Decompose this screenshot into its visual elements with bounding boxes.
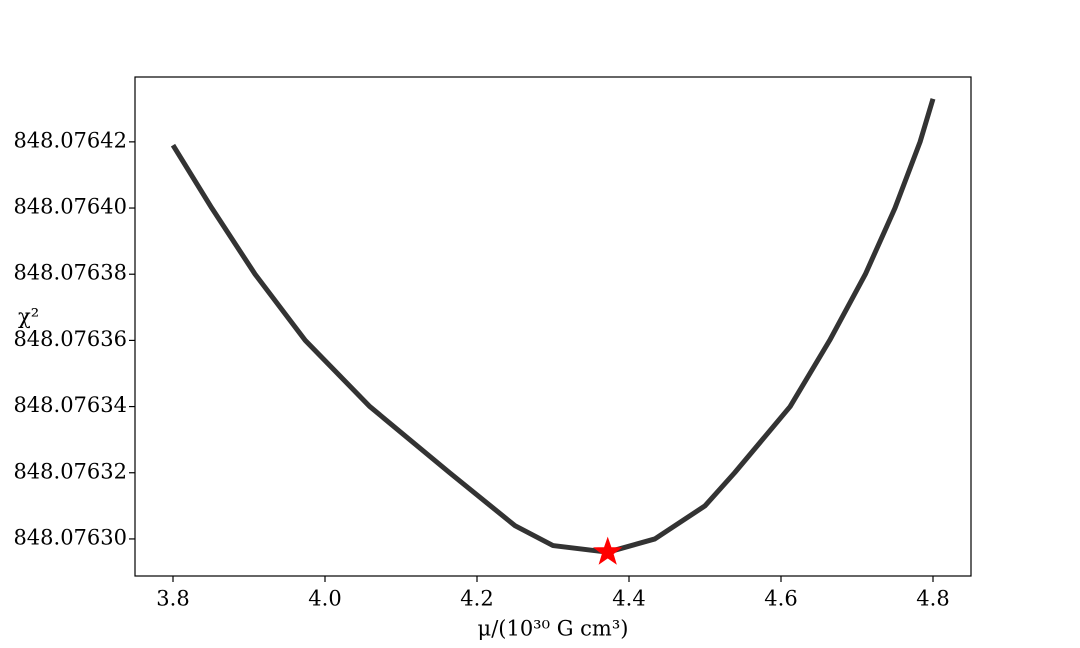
- x-tick-label: 4.0: [308, 587, 341, 611]
- x-tick-label: 4.2: [460, 587, 493, 611]
- x-tick-label: 3.8: [156, 587, 189, 611]
- x-tick-label: 4.8: [916, 587, 949, 611]
- y-tick-label: 848.07638: [13, 261, 127, 285]
- minimum-marker: [592, 536, 623, 565]
- curve: [170, 98, 936, 555]
- y-tick-label: 848.07640: [13, 195, 127, 219]
- y-tick-label: 848.07634: [13, 393, 127, 417]
- x-tick-label: 4.6: [764, 587, 797, 611]
- y-tick-label: 848.07642: [13, 128, 127, 152]
- y-tick-label: 848.07630: [13, 525, 127, 549]
- x-axis-label: μ/(10³⁰ G cm³): [478, 617, 629, 641]
- plot-frame: [134, 76, 972, 577]
- y-axis-label: χ²: [18, 305, 39, 329]
- y-tick-label: 848.07636: [13, 327, 127, 351]
- y-tick-label: 848.07632: [13, 459, 127, 483]
- x-tick-label: 4.4: [612, 587, 645, 611]
